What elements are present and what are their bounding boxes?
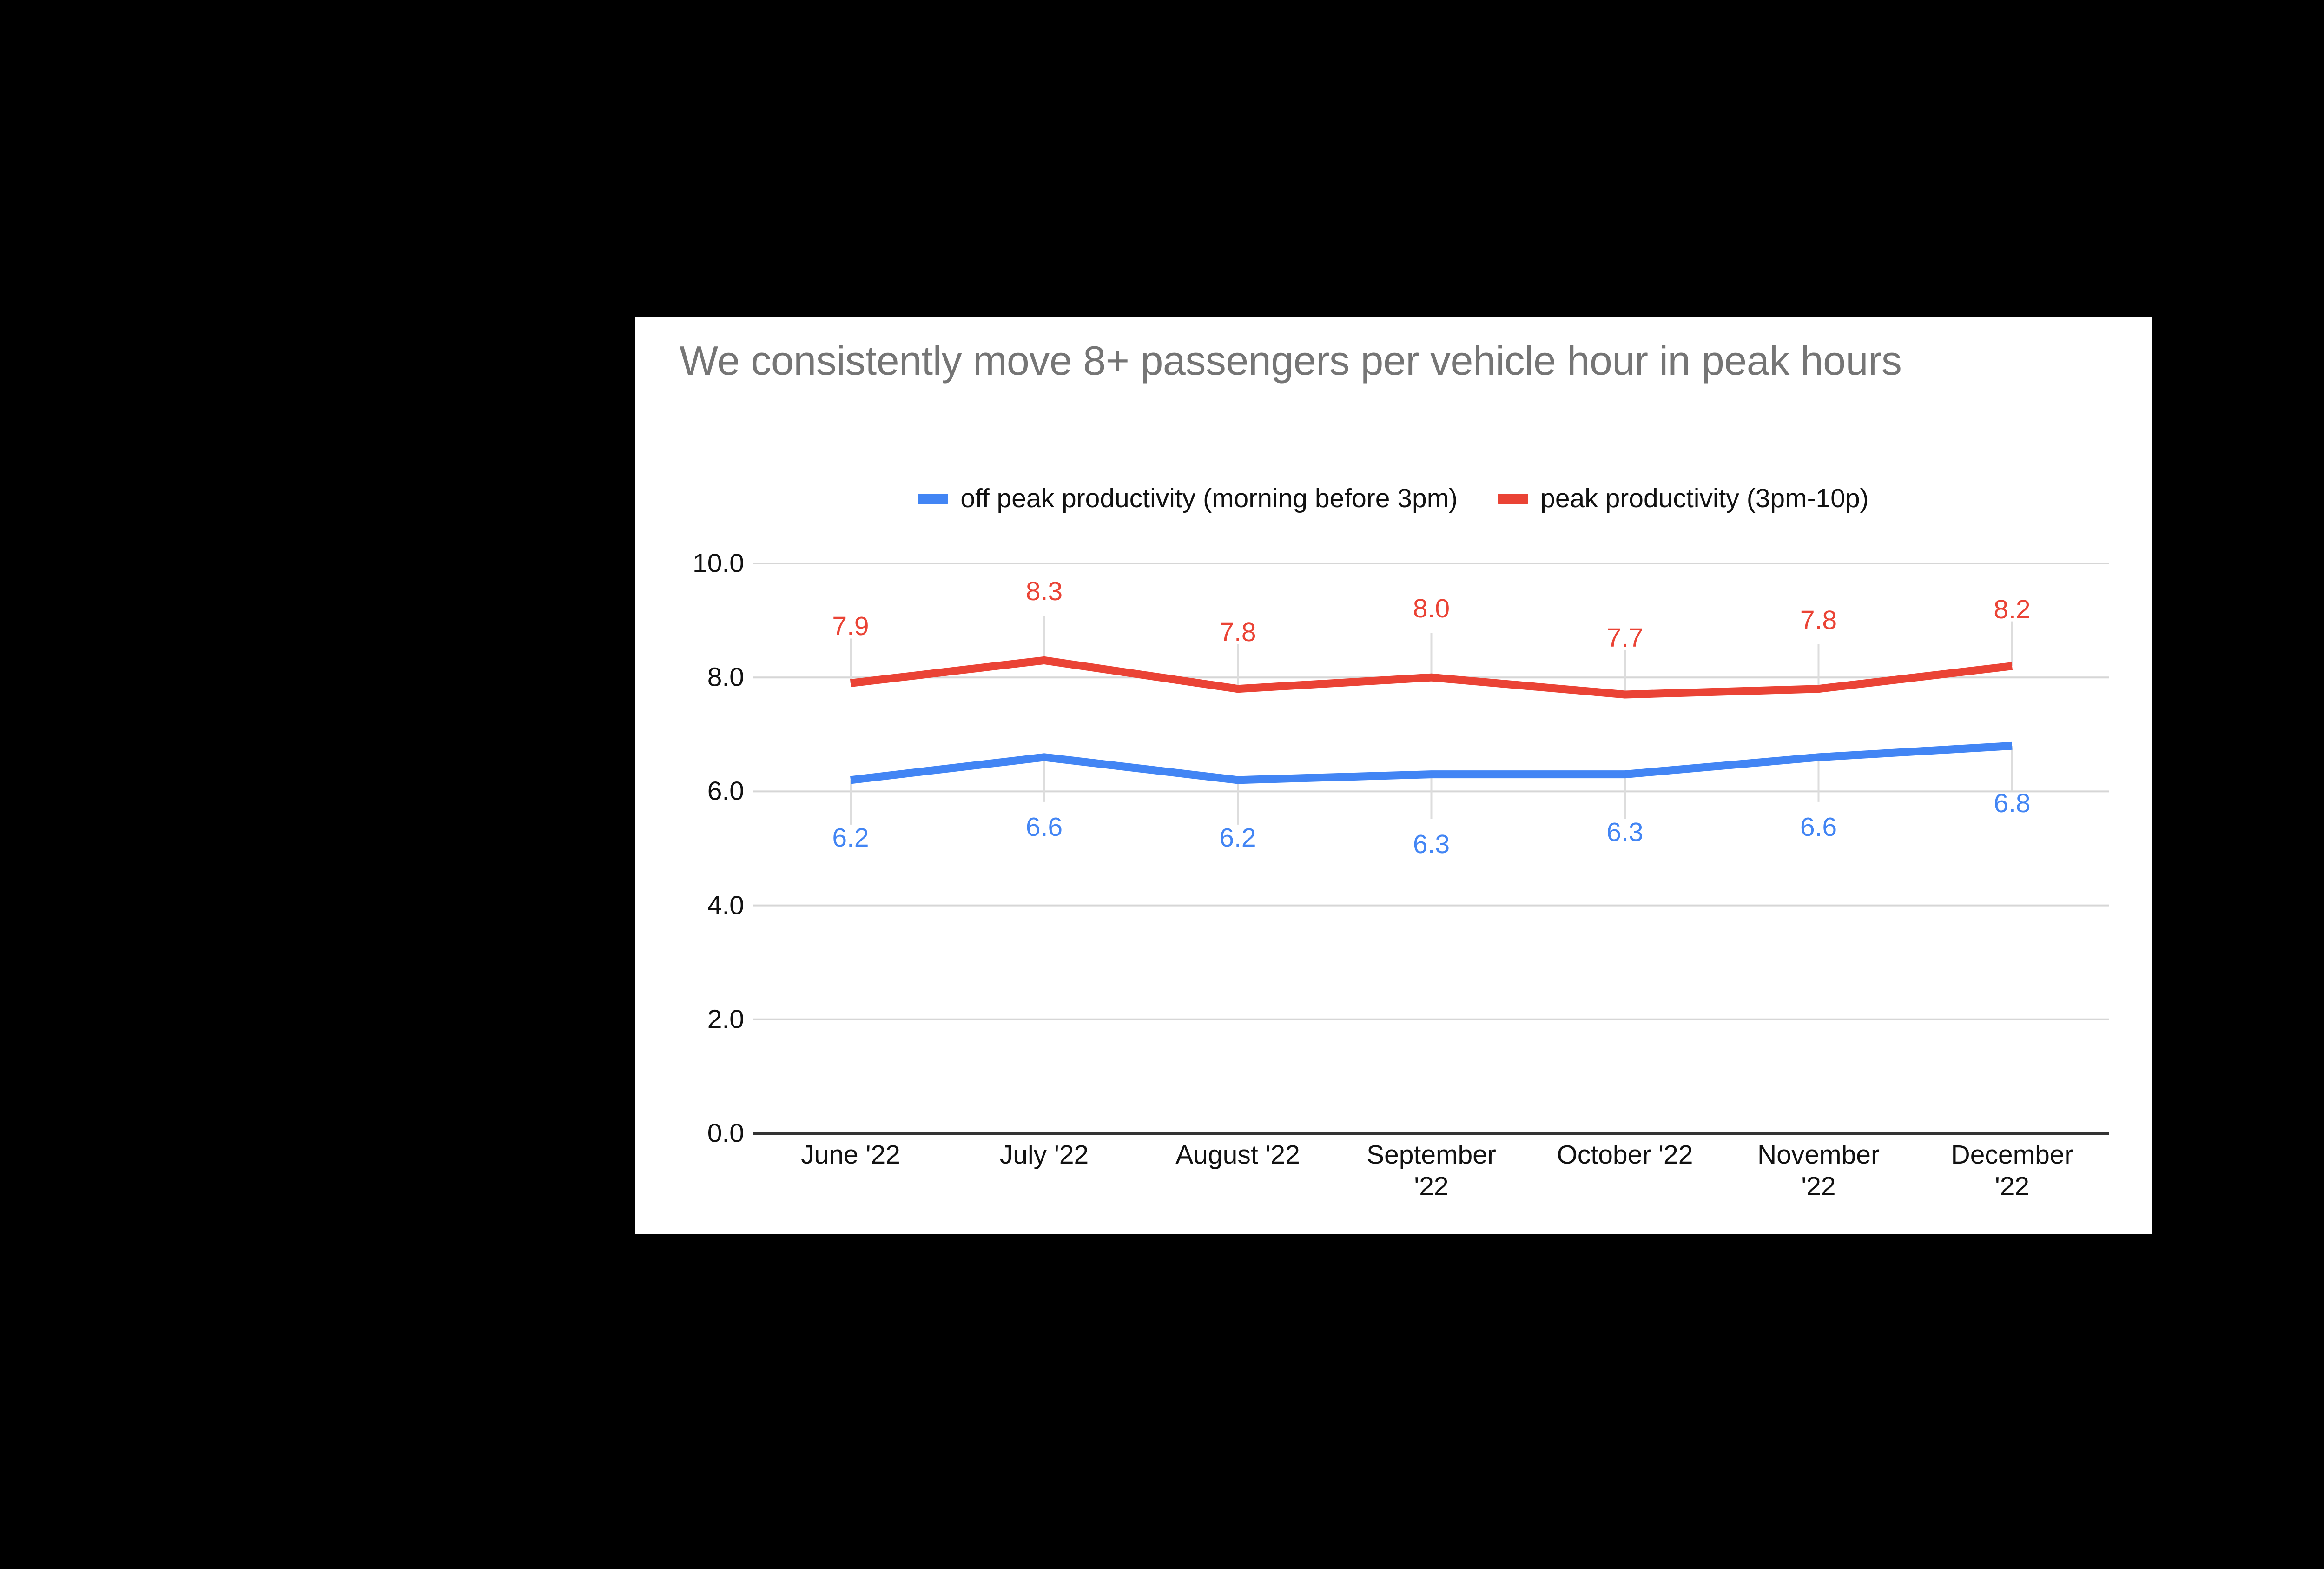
y-axis-tick-label: 0.0 bbox=[707, 1118, 744, 1148]
series-line[interactable] bbox=[850, 656, 2013, 699]
data-point-label: 7.8 bbox=[1800, 605, 1837, 635]
legend-label-off-peak: off peak productivity (morning before 3p… bbox=[960, 483, 1458, 513]
data-point-label: 8.2 bbox=[1994, 594, 2031, 624]
data-point-label: 8.3 bbox=[1025, 576, 1063, 607]
x-axis-tick-label: October '22 bbox=[1557, 1140, 1693, 1170]
data-point-label: 6.3 bbox=[1606, 817, 1644, 847]
data-point-label: 6.3 bbox=[1413, 829, 1450, 859]
y-axis-tick-label: 6.0 bbox=[707, 776, 744, 806]
chart-card: We consistently move 8+ passengers per v… bbox=[635, 317, 2152, 1234]
x-axis-tick-label: November '22 bbox=[1757, 1140, 1880, 1201]
y-axis-tick-label: 2.0 bbox=[707, 1004, 744, 1034]
x-axis-tick-label: September '22 bbox=[1367, 1140, 1496, 1201]
y-axis-tick-label: 4.0 bbox=[707, 890, 744, 920]
data-point-label: 6.6 bbox=[1025, 812, 1063, 842]
plot-area: 10.0 8.0 6.0 4.0 2.0 0.0 June '22 July '22 Augu… bbox=[635, 317, 2152, 1234]
series-line[interactable] bbox=[850, 741, 2013, 784]
chart-title: We consistently move 8+ passengers per v… bbox=[680, 338, 1902, 384]
legend-item-peak[interactable]: peak productivity (3pm-10p) bbox=[1498, 485, 1869, 512]
data-point-label: 6.6 bbox=[1800, 812, 1837, 842]
data-point-label: 7.8 bbox=[1219, 617, 1256, 647]
data-point-label: 6.8 bbox=[1994, 788, 2031, 819]
x-axis-tick-label: July '22 bbox=[999, 1140, 1089, 1170]
legend-label-peak: peak productivity (3pm-10p) bbox=[1540, 483, 1869, 513]
x-axis-tick-label: June '22 bbox=[801, 1140, 900, 1170]
data-point-label: 6.2 bbox=[832, 822, 869, 853]
x-axis-tick-label: December '22 bbox=[1951, 1140, 2073, 1201]
plot-svg bbox=[753, 563, 2109, 1135]
legend-swatch-peak-icon bbox=[1498, 493, 1529, 504]
data-point-label: 6.2 bbox=[1219, 822, 1256, 853]
chart-legend: off peak productivity (morning before 3p… bbox=[635, 485, 2152, 512]
y-axis-tick-labels: 10.0 8.0 6.0 4.0 2.0 0.0 bbox=[644, 317, 744, 1234]
y-axis-tick-label: 8.0 bbox=[707, 662, 744, 692]
x-axis-tick-label: August '22 bbox=[1175, 1140, 1300, 1170]
x-axis-tick-labels: June '22 July '22 August '22 September '22 O… bbox=[635, 317, 2152, 1234]
data-point-label: 8.0 bbox=[1413, 594, 1450, 624]
y-axis-tick-label: 10.0 bbox=[693, 548, 744, 578]
data-point-label: 7.9 bbox=[832, 611, 869, 642]
legend-swatch-off-peak-icon bbox=[918, 493, 949, 504]
data-point-label: 7.7 bbox=[1606, 622, 1644, 653]
legend-item-off-peak[interactable]: off peak productivity (morning before 3p… bbox=[918, 485, 1458, 512]
